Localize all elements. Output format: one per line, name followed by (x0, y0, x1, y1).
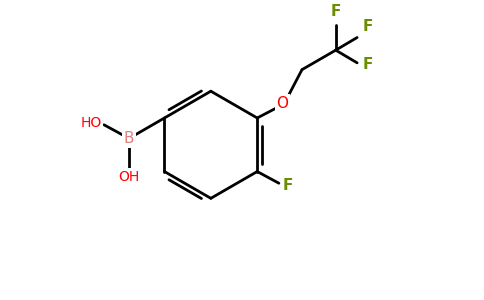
Text: F: F (283, 178, 293, 193)
Text: F: F (363, 19, 373, 34)
Text: O: O (276, 96, 288, 111)
Text: B: B (124, 131, 134, 146)
Text: HO: HO (81, 116, 102, 130)
Text: F: F (331, 4, 341, 19)
Text: F: F (363, 57, 373, 72)
Text: OH: OH (119, 169, 140, 184)
